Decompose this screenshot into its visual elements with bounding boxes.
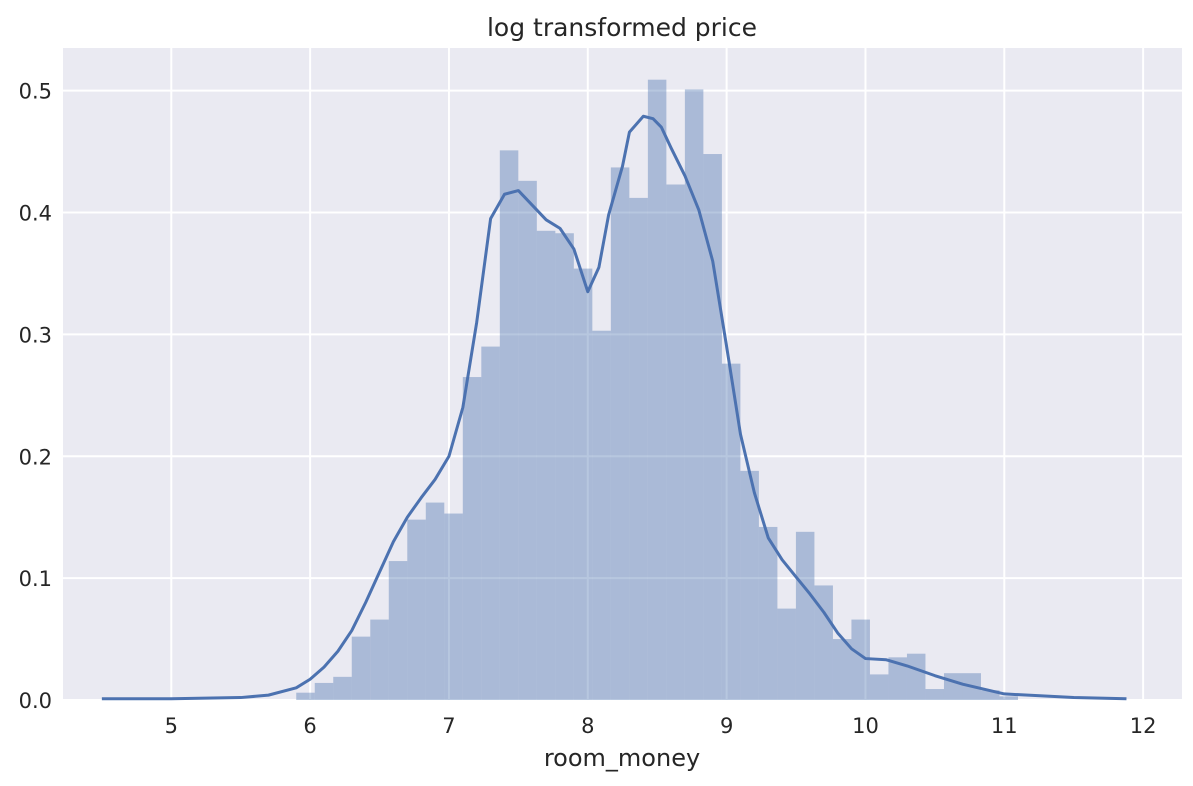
histogram-bar (481, 346, 500, 700)
histogram-bar (795, 531, 815, 700)
y-tick-label: 0.2 (19, 445, 52, 469)
histogram-bar (925, 689, 944, 700)
histogram-bar (999, 696, 1018, 700)
histogram-bar (814, 585, 833, 700)
histogram-bar (869, 674, 889, 700)
x-tick-label: 6 (303, 714, 316, 738)
x-axis-ticks: 5 6 7 8 9 10 11 12 (165, 714, 1157, 738)
y-tick-label: 0.4 (19, 202, 52, 226)
x-tick-label: 11 (991, 714, 1018, 738)
x-tick-label: 10 (852, 714, 879, 738)
histogram-bars (296, 79, 1018, 701)
grid (63, 48, 1182, 701)
histogram-bar (388, 561, 408, 700)
y-axis-ticks: 0.0 0.1 0.2 0.3 0.4 0.5 (19, 80, 52, 713)
kde-line (101, 114, 1127, 701)
x-axis-label: room_money (544, 744, 700, 772)
histogram-bar (573, 268, 593, 700)
histogram-bar (610, 167, 630, 701)
histogram-bar (888, 657, 907, 700)
histogram-bar (629, 197, 648, 701)
histogram-bar (758, 526, 778, 700)
histogram-bar (592, 330, 611, 700)
histogram-bar (518, 180, 537, 700)
y-tick-label: 0.5 (19, 80, 52, 104)
histogram-bar (296, 692, 315, 700)
histogram-bar (333, 676, 352, 700)
chart-title: log transformed price (487, 13, 757, 42)
histogram-bar (407, 519, 426, 700)
histogram-bar (555, 233, 574, 700)
histogram-bar (536, 230, 556, 700)
histogram-bar (351, 636, 371, 700)
y-tick-label: 0.0 (19, 689, 52, 713)
x-tick-label: 5 (165, 714, 178, 738)
x-tick-label: 7 (442, 714, 455, 738)
histogram-bar (462, 377, 482, 700)
x-tick-label: 9 (720, 714, 733, 738)
histogram-bar (740, 470, 759, 700)
histogram-bar (499, 150, 519, 700)
histogram-bar (832, 639, 852, 700)
histogram-bar (684, 89, 704, 700)
histogram-bar (370, 619, 389, 700)
histogram-bar (721, 363, 741, 700)
histogram-bar (647, 79, 667, 701)
histogram-bar (980, 690, 1000, 700)
y-tick-label: 0.3 (19, 323, 52, 347)
histogram-bar (906, 653, 926, 700)
histogram-bar (851, 619, 870, 700)
histogram-bar (943, 673, 963, 700)
histogram-bar (444, 513, 463, 700)
y-tick-label: 0.1 (19, 567, 52, 591)
histogram-bar (777, 608, 796, 700)
histogram-bar (666, 184, 685, 700)
x-tick-label: 8 (581, 714, 594, 738)
histogram-bar (425, 502, 445, 700)
histogram-bar (314, 682, 334, 700)
plot-background (63, 48, 1182, 700)
x-tick-label: 12 (1130, 714, 1157, 738)
